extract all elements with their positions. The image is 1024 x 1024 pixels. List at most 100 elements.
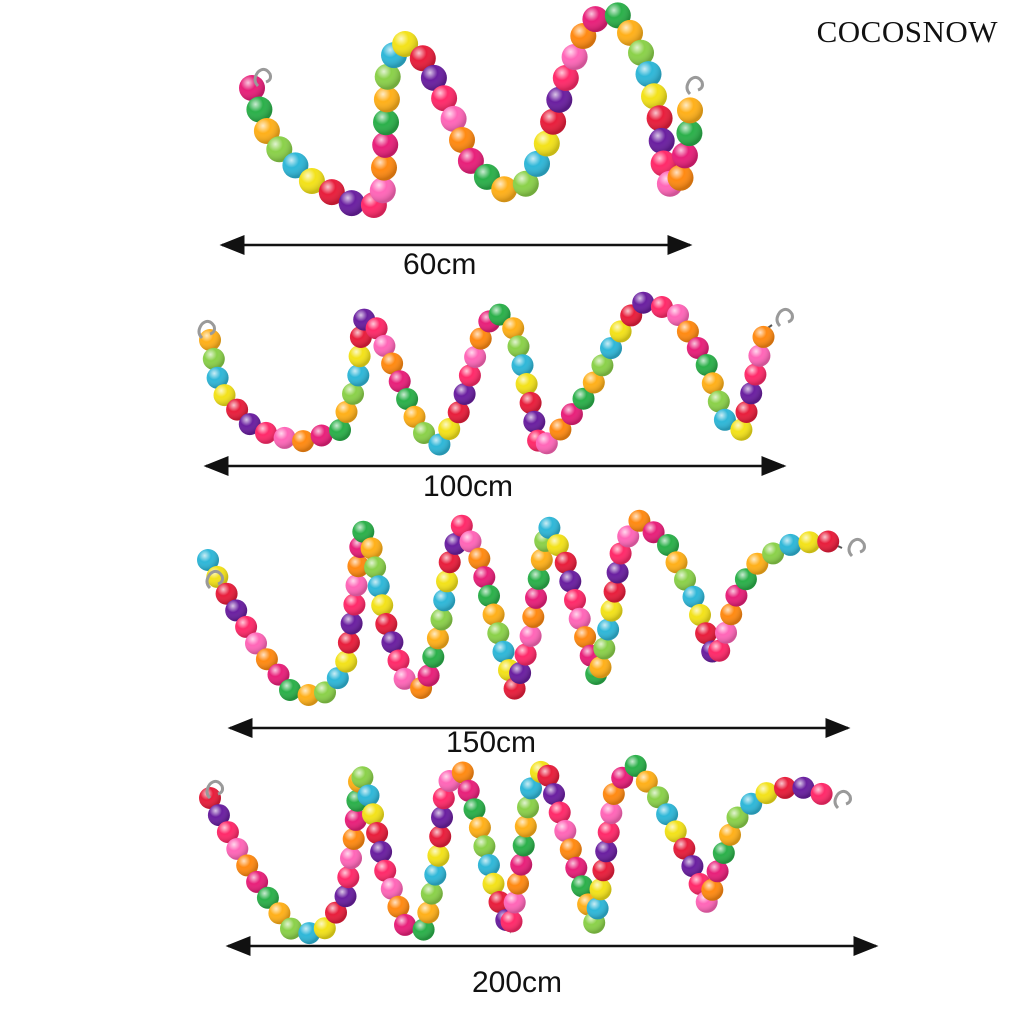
bead-shine: [453, 383, 476, 405]
bead-shine: [510, 853, 533, 876]
bead-shine: [648, 127, 675, 154]
bead-shine: [297, 684, 320, 706]
bead-shine: [202, 347, 225, 370]
bead-shine: [394, 913, 416, 936]
bead-shine: [546, 86, 573, 113]
bead-shine: [487, 622, 510, 645]
bead-shine: [381, 352, 404, 375]
bead-shine: [417, 901, 440, 924]
bead-shine: [574, 626, 597, 649]
bead-shine: [593, 637, 616, 660]
bead-shine: [600, 599, 623, 622]
bead-shine: [337, 631, 360, 654]
bead-shine: [744, 363, 767, 386]
bead-shine: [340, 612, 363, 635]
bead-shine: [380, 877, 403, 900]
bead-shine: [459, 530, 482, 553]
bead-shine: [215, 582, 238, 605]
bead-shine: [667, 164, 694, 191]
bead-shine: [488, 303, 511, 326]
bead-shine: [387, 895, 410, 918]
bead-shine: [431, 85, 458, 112]
bead-shine: [457, 147, 484, 174]
bead-shine: [492, 640, 515, 663]
bead-shine: [686, 337, 709, 359]
bead-shine: [533, 130, 560, 157]
bead-shine: [589, 878, 612, 901]
bead-shine: [387, 649, 410, 672]
bead-shine: [325, 901, 347, 924]
bead-shine: [676, 120, 703, 147]
bead-shine: [682, 585, 705, 608]
size-label-100cm: 100cm: [423, 470, 514, 503]
bead-shine: [602, 783, 625, 805]
bead-shine: [543, 783, 565, 806]
bead-shine: [298, 168, 325, 194]
bead-shine: [292, 430, 315, 453]
bead-shine: [238, 413, 261, 436]
bead-shine: [365, 317, 388, 340]
bead-shine: [235, 615, 258, 638]
bead-shine: [507, 872, 529, 895]
bead-shine: [695, 354, 718, 376]
bead-shine: [318, 179, 345, 206]
bead-shine: [266, 136, 293, 163]
bead-shine: [713, 408, 736, 431]
bead-shine: [373, 109, 399, 136]
bead-shine: [546, 534, 569, 557]
bead-shine: [253, 118, 280, 144]
bead-shine: [351, 766, 374, 789]
bead-shine: [582, 6, 609, 33]
bead-shine: [507, 335, 530, 358]
bead-shine: [671, 142, 698, 169]
bead-shine: [226, 398, 249, 421]
bead-shine: [719, 823, 741, 846]
bead-shine: [677, 97, 703, 124]
bead-shine: [632, 291, 655, 314]
bead-shine: [681, 855, 704, 878]
bead-shine: [514, 815, 537, 838]
bead-shine: [642, 521, 665, 544]
bead-shine: [511, 354, 534, 377]
bead-shine: [388, 370, 411, 393]
bead-shine: [357, 784, 380, 807]
bead-shine: [735, 401, 758, 423]
bead-shine: [589, 656, 612, 679]
bead-shine: [502, 317, 525, 340]
bead-shine: [515, 373, 538, 395]
bead-shine: [352, 520, 375, 543]
bead-shine: [779, 533, 802, 556]
bead-shine: [255, 421, 277, 444]
size-label-200cm: 200cm: [472, 966, 563, 999]
bead-shine: [367, 575, 390, 598]
bead-shine: [609, 320, 632, 343]
bead-shine: [695, 622, 718, 645]
bead-shine: [519, 391, 542, 414]
bead-shine: [438, 551, 461, 574]
bead-shine: [342, 382, 364, 405]
bead-shine: [372, 131, 399, 158]
bead-shine: [817, 530, 840, 553]
bead-shine: [468, 816, 491, 839]
bead-shine: [628, 39, 654, 66]
bead-shine: [326, 667, 349, 690]
bead-shine: [503, 891, 526, 914]
bead-shine: [665, 551, 688, 574]
bead-shine: [674, 568, 696, 591]
bead-shine: [712, 842, 735, 864]
bead-shine: [482, 872, 505, 895]
bead-shine: [519, 625, 542, 647]
bead-shine: [591, 354, 614, 377]
bead-shine: [561, 44, 588, 70]
bead-shine: [656, 803, 679, 826]
bead-shine: [715, 621, 737, 644]
bead-shine: [337, 866, 360, 889]
bead-shine: [597, 821, 620, 844]
bead-shine: [535, 432, 558, 455]
bead-shine: [520, 777, 542, 800]
bead-shine: [641, 83, 667, 110]
bead-strand-1: [239, 2, 704, 218]
bead-shine: [438, 418, 461, 440]
bead-shine: [564, 589, 586, 611]
bead-shine: [792, 776, 815, 799]
